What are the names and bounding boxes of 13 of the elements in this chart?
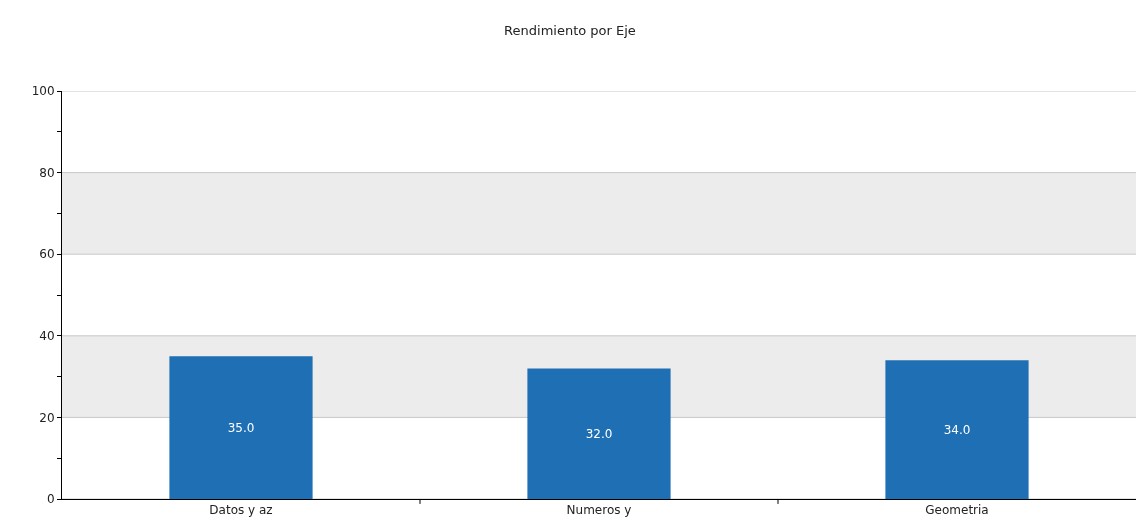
x-tick-label: Datos y az xyxy=(209,503,273,518)
data-label: 32.0 xyxy=(585,426,613,441)
data-label: 35.0 xyxy=(227,420,255,435)
y-tick-label: 60 xyxy=(39,247,55,262)
y-tick-label: 100 xyxy=(31,84,55,99)
y-tick-label: 20 xyxy=(39,410,55,425)
y-tick-label: 40 xyxy=(39,329,55,343)
data-label: 34.0 xyxy=(943,422,971,437)
chart-title: Rendimiento por Eje xyxy=(504,23,636,39)
y-tick-label: 80 xyxy=(39,165,55,180)
x-tick-label: Numeros y xyxy=(566,503,632,518)
x-tick-label: Geometria xyxy=(925,503,989,518)
y-tick-label: 0 xyxy=(46,492,55,507)
